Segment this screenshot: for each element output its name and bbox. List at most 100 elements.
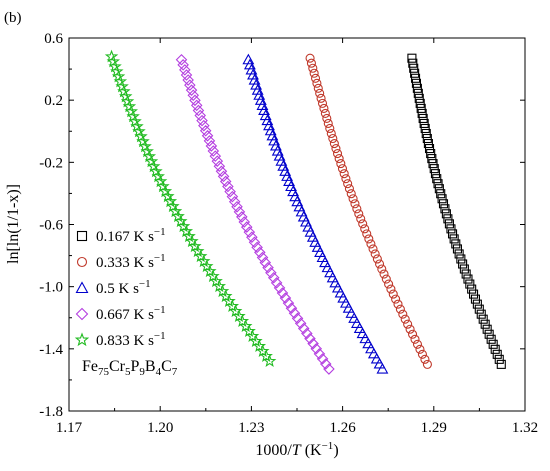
data-point [179,64,191,76]
x-tick-label: 1.29 [421,420,447,436]
data-point [211,155,224,167]
x-tick-label: 1.23 [238,420,264,436]
data-point [476,309,486,319]
data-point [384,279,394,289]
data-point [245,63,258,75]
data-point [490,344,500,354]
data-point [422,359,432,369]
data-point [409,63,419,73]
data-point [117,84,131,98]
legend-label: 0.333 K s−1 [96,252,166,271]
data-point [323,363,335,375]
data-point [348,194,358,204]
y-tick-label: -0.6 [39,218,63,234]
data-point [256,344,270,357]
data-point [126,109,140,123]
data-point [252,339,267,353]
data-point [256,251,269,264]
data-point [407,53,417,63]
data-point [419,118,429,129]
data-point [140,144,154,158]
data-point [430,169,441,179]
data-point [265,266,277,279]
data-point [309,68,319,78]
data-point [259,256,272,269]
legend: 0.167 K s−1 0.333 K s−1 0.5 K s−1 0.667 K s… [74,226,166,349]
data-point [410,334,420,344]
data-point [248,236,261,249]
data-point [249,334,263,348]
data-point [465,279,475,289]
data-point [205,140,218,152]
data-point [251,241,263,254]
data-point [254,246,266,259]
data-point [372,254,382,264]
data-point [128,114,142,128]
data-point [337,164,348,174]
data-point [366,239,376,249]
data-point [331,143,341,154]
data-point [136,134,150,148]
data-point [185,84,198,96]
data-point [375,259,385,269]
data-point [320,108,330,118]
data-point [118,89,133,103]
data-point [156,179,170,193]
data-point [360,224,370,234]
data-point [446,224,456,234]
data-point [478,314,488,324]
data-point [185,234,199,248]
data-point [377,264,387,274]
data-point [225,299,240,313]
data-point [463,274,473,284]
data-point [122,99,137,113]
data-point [415,344,425,354]
data-point [426,149,436,159]
data-point [359,332,372,344]
data-point [176,219,191,233]
data-point [428,159,438,169]
data-point [379,269,389,279]
data-point [368,244,378,254]
data-point [362,337,375,349]
data-point [319,103,329,113]
y-axis-label: ln[ln(1/1-x)] [5,184,22,264]
data-point [132,124,146,138]
data-point [243,58,256,70]
data-markers [104,49,506,375]
data-point [184,79,196,91]
data-point [474,304,484,314]
data-point [307,337,319,350]
y-tick-label: 0.2 [44,93,63,109]
data-point [191,244,205,258]
data-point [242,53,255,65]
data-point [341,174,351,184]
data-point [182,229,196,243]
data-point [488,339,498,349]
y-tick-label: -1.8 [39,404,63,420]
data-point [146,159,161,173]
data-point [452,244,463,254]
data-point [362,229,372,239]
data-point [166,199,180,213]
data-point [168,204,183,218]
data-point [317,98,328,108]
data-point [161,189,175,203]
data-point [182,74,194,86]
data-point [308,63,318,73]
data-point [326,128,336,139]
data-point [243,226,256,238]
data-point [228,195,241,208]
data-point [175,53,188,66]
data-point [310,73,321,83]
x-tick-label: 1.17 [56,420,83,436]
legend-label: 0.167 K s−1 [96,226,166,245]
x-label-close: ) [333,442,338,459]
data-point [410,73,421,83]
legend-marker [76,230,88,242]
data-point [224,185,236,198]
data-point [310,342,323,355]
data-point [153,174,168,188]
data-point [111,69,126,83]
